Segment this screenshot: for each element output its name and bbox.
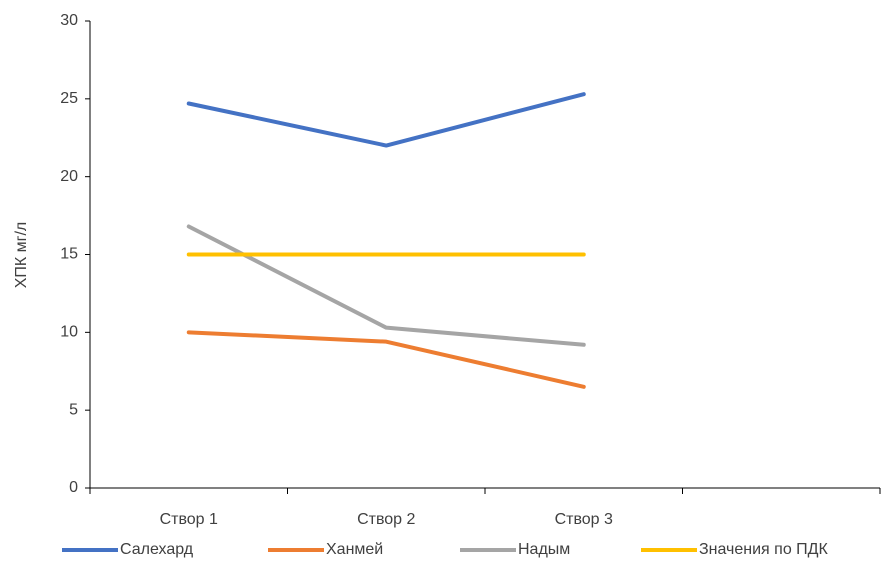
y-tick-label: 10: [60, 324, 78, 341]
y-tick-label: 20: [60, 168, 78, 185]
series-line: [186, 330, 586, 389]
y-tick-label: 5: [69, 401, 78, 418]
y-tick-label: 25: [60, 90, 78, 107]
y-tick-label: 30: [60, 12, 78, 29]
series-line: [186, 224, 586, 347]
legend-label: Надым: [518, 541, 570, 558]
legend-label: Ханмей: [326, 541, 383, 558]
x-tick-label: Створ 3: [555, 511, 613, 528]
y-tick-label: 15: [60, 246, 78, 263]
legend-label: Салехард: [120, 541, 194, 558]
x-tick-label: Створ 1: [160, 511, 218, 528]
y-axis-label: ХПК мг/л: [13, 222, 30, 289]
y-tick-label: 0: [69, 479, 78, 496]
x-tick-label: Створ 2: [357, 511, 415, 528]
legend-label: Значения по ПДК: [699, 541, 829, 558]
series-line: [186, 92, 586, 148]
